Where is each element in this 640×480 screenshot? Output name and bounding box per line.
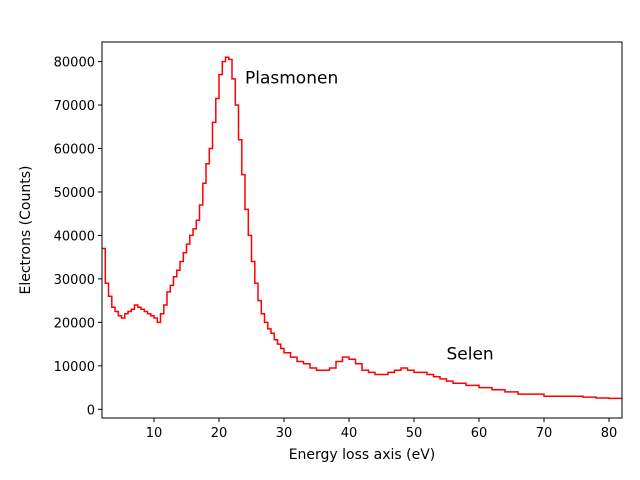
plot-frame [101, 41, 623, 419]
y-tick-label: 40000 [54, 229, 95, 244]
plot-layer [102, 56, 622, 400]
x-tick-label: 30 [276, 426, 293, 441]
annotation-plasmonen: Plasmonen [245, 68, 338, 88]
x-tick-label: 80 [601, 426, 618, 441]
x-tick-label: 60 [471, 426, 488, 441]
y-tick-label: 20000 [54, 316, 95, 331]
annotation-selen: Selen [447, 344, 494, 364]
x-tick-label: 50 [406, 426, 423, 441]
y-tick-label: 30000 [54, 273, 95, 288]
y-axis-label: Electrons (Counts) [18, 166, 34, 295]
y-tick-label: 70000 [54, 99, 95, 114]
x-tick-label: 20 [211, 426, 228, 441]
y-tick-label: 10000 [54, 360, 95, 375]
x-tick-label: 40 [341, 426, 358, 441]
spectrum-series-line [102, 56, 622, 400]
y-tick-label: 60000 [54, 142, 95, 157]
y-axis-ticks: 0 10000 20000 30000 40000 50000 60000 70000 8000… [54, 56, 102, 418]
y-tick-label: 0 [87, 403, 95, 418]
y-tick-label: 50000 [54, 186, 95, 201]
x-axis-label: Energy loss axis (eV) [289, 447, 436, 463]
y-tick-label: 80000 [54, 56, 95, 71]
x-tick-label: 10 [146, 426, 163, 441]
x-tick-label: 70 [536, 426, 553, 441]
x-axis-ticks: 10 20 30 40 50 60 70 80 [146, 418, 618, 441]
